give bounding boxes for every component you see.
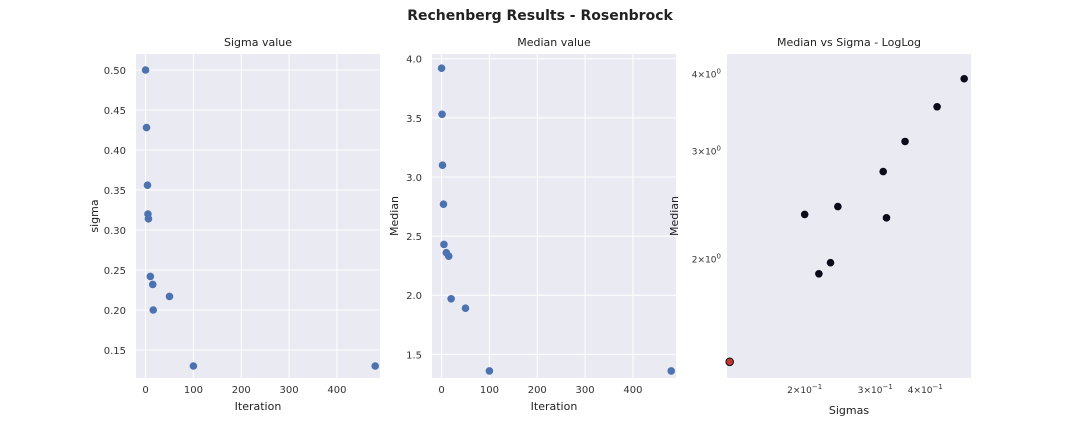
- median-ticks: 0 100 200 300 400 1.5 2.0 2.5 3.0 3.5 4.0: [406, 55, 642, 396]
- loglog-x-tick-label: 2×10−1: [787, 383, 822, 396]
- sigma-data-point: [149, 306, 158, 314]
- sigma-y-tick-label: 0.30: [104, 226, 126, 237]
- loglog-data-point: [815, 269, 823, 278]
- loglog-chart: 2×10−1 3×10−1 4×10−1 2×100 3×100 4×100 Median…: [668, 36, 971, 417]
- loglog-highlight-point: [725, 357, 734, 367]
- sigma-y-tick-label: 0.15: [104, 346, 126, 357]
- median-y-tick-label: 2.0: [406, 291, 422, 302]
- loglog-x-tick-label: 4×10−1: [908, 383, 943, 396]
- median-data-point: [437, 64, 446, 72]
- loglog-data-point: [933, 102, 941, 111]
- sigma-grid: [136, 54, 380, 378]
- median-y-axis-label: Median: [388, 196, 401, 236]
- median-x-axis-label: Iteration: [531, 400, 578, 413]
- loglog-x-tick-label: 3×10−1: [858, 383, 893, 396]
- sigma-data-point: [371, 362, 380, 370]
- loglog-data-point: [826, 258, 835, 267]
- sigma-chart: 0 100 200 300 400 0.15 0.20 0.25 0.30 0.35 0.40 0.4…: [88, 36, 380, 413]
- median-x-tick-label: 300: [576, 385, 595, 396]
- sigma-data-point: [141, 66, 150, 74]
- sigma-x-tick-label: 0: [142, 385, 148, 396]
- sigma-points: [141, 66, 380, 370]
- loglog-data-point: [800, 210, 809, 219]
- sigma-x-axis-label: Iteration: [235, 400, 282, 413]
- loglog-y-tick-label: 4×100: [692, 67, 721, 80]
- loglog-y-axis-label: Median: [668, 196, 681, 236]
- loglog-ticks: 2×10−1 3×10−1 4×10−1 2×100 3×100 4×100: [692, 67, 943, 396]
- median-y-tick-label: 2.5: [406, 232, 422, 243]
- loglog-data-point: [834, 202, 842, 211]
- loglog-data-point: [960, 74, 968, 83]
- sigma-data-point: [189, 362, 198, 370]
- loglog-points: [725, 74, 968, 367]
- median-y-tick-label: 4.0: [406, 55, 422, 66]
- sigma-y-axis-label: sigma: [88, 199, 101, 232]
- loglog-y-tick-label: 2×100: [692, 253, 721, 266]
- sigma-chart-title: Sigma value: [224, 36, 292, 49]
- sigma-data-point: [165, 292, 174, 301]
- sigma-x-tick-label: 200: [232, 385, 251, 396]
- median-y-tick-label: 3.5: [406, 114, 422, 125]
- sigma-y-tick-label: 0.35: [104, 186, 126, 197]
- loglog-data-point: [882, 214, 891, 222]
- median-x-tick-label: 100: [480, 385, 499, 396]
- median-chart: 0 100 200 300 400 1.5 2.0 2.5 3.0 3.5 4.0 Median v…: [388, 36, 676, 413]
- sigma-x-tick-label: 400: [327, 385, 346, 396]
- sigma-ticks: 0 100 200 300 400 0.15 0.20 0.25 0.30 0.35 0.40 0.4…: [104, 66, 347, 396]
- median-points: [437, 64, 676, 375]
- median-chart-title: Median value: [517, 36, 591, 49]
- sigma-y-tick-label: 0.45: [104, 106, 126, 117]
- median-data-point: [440, 240, 448, 249]
- loglog-plot-area: [727, 54, 971, 378]
- sigma-data-point: [144, 215, 153, 223]
- median-x-tick-label: 400: [623, 385, 642, 396]
- median-data-point: [447, 294, 455, 303]
- sigma-data-point: [146, 272, 155, 281]
- median-x-tick-label: 0: [438, 385, 444, 396]
- median-data-point: [438, 161, 447, 169]
- sigma-data-point: [148, 280, 157, 289]
- sigma-y-tick-label: 0.40: [104, 146, 126, 157]
- median-plot-area: [432, 54, 676, 378]
- median-data-point: [485, 367, 494, 375]
- median-grid: [432, 54, 676, 378]
- loglog-chart-title: Median vs Sigma - LogLog: [777, 36, 921, 49]
- median-x-tick-label: 200: [528, 385, 547, 396]
- sigma-x-tick-label: 100: [184, 385, 203, 396]
- loglog-x-axis-label: Sigmas: [829, 404, 869, 417]
- median-y-tick-label: 3.0: [406, 173, 422, 184]
- median-y-tick-label: 1.5: [406, 350, 422, 361]
- sigma-data-point: [143, 181, 152, 189]
- figure-title: Rechenberg Results - Rosenbrock: [407, 8, 673, 24]
- median-data-point: [439, 200, 448, 208]
- sigma-y-tick-label: 0.20: [104, 306, 126, 317]
- loglog-data-point: [879, 167, 887, 176]
- sigma-x-tick-label: 300: [280, 385, 299, 396]
- sigma-data-point: [142, 123, 151, 132]
- loglog-y-tick-label: 3×100: [692, 144, 721, 157]
- median-data-point: [444, 252, 453, 261]
- median-data-point: [667, 367, 676, 375]
- sigma-plot-area: [136, 54, 380, 378]
- sigma-y-tick-label: 0.50: [104, 66, 126, 77]
- median-data-point: [461, 304, 470, 313]
- sigma-y-tick-label: 0.25: [104, 266, 126, 277]
- loglog-data-point: [901, 137, 909, 146]
- median-data-point: [438, 110, 446, 119]
